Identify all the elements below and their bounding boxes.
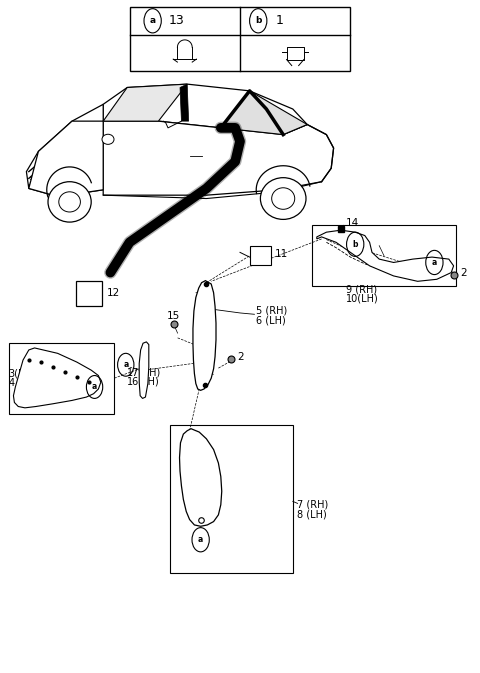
Text: b: b: [255, 16, 262, 26]
Text: 16(LH): 16(LH): [127, 377, 160, 386]
Bar: [9, 343, 114, 414]
Text: b: b: [352, 240, 358, 249]
Polygon shape: [180, 84, 189, 121]
Text: 6 (LH): 6 (LH): [256, 316, 286, 325]
Bar: [170, 425, 293, 573]
Text: 4 (LH): 4 (LH): [9, 378, 38, 387]
Bar: [250, 246, 271, 265]
Bar: [76, 281, 102, 306]
Text: 5 (RH): 5 (RH): [256, 306, 287, 316]
Polygon shape: [13, 348, 101, 408]
Text: a: a: [198, 535, 203, 544]
Text: 15: 15: [167, 312, 180, 321]
Text: a: a: [123, 360, 128, 369]
Text: 2: 2: [238, 352, 244, 361]
Text: 11: 11: [275, 249, 288, 258]
Ellipse shape: [48, 182, 91, 222]
Bar: [130, 7, 350, 71]
Text: 8 (LH): 8 (LH): [297, 509, 326, 519]
Polygon shape: [26, 104, 103, 195]
Polygon shape: [139, 342, 149, 398]
Text: 17(RH): 17(RH): [127, 367, 161, 377]
Text: a: a: [150, 16, 156, 26]
Text: 12: 12: [107, 289, 120, 298]
Text: 13: 13: [169, 14, 185, 28]
Polygon shape: [103, 84, 307, 135]
Polygon shape: [29, 121, 103, 195]
Ellipse shape: [260, 178, 306, 219]
Text: 10(LH): 10(LH): [346, 293, 378, 303]
Text: 3(RH): 3(RH): [9, 369, 36, 378]
Text: 7 (RH): 7 (RH): [297, 500, 328, 509]
Text: 2: 2: [460, 269, 467, 278]
Polygon shape: [103, 84, 187, 121]
Polygon shape: [317, 230, 454, 281]
Bar: [312, 225, 456, 286]
Ellipse shape: [59, 192, 80, 212]
Text: 1: 1: [276, 14, 284, 28]
Polygon shape: [103, 121, 334, 195]
Text: a: a: [92, 382, 97, 392]
Polygon shape: [180, 429, 222, 526]
Polygon shape: [193, 281, 216, 390]
Text: a: a: [432, 258, 437, 267]
Ellipse shape: [272, 188, 295, 209]
Text: 14: 14: [346, 219, 359, 228]
Polygon shape: [221, 91, 307, 135]
Text: 9 (RH): 9 (RH): [346, 285, 377, 294]
Ellipse shape: [102, 134, 114, 144]
